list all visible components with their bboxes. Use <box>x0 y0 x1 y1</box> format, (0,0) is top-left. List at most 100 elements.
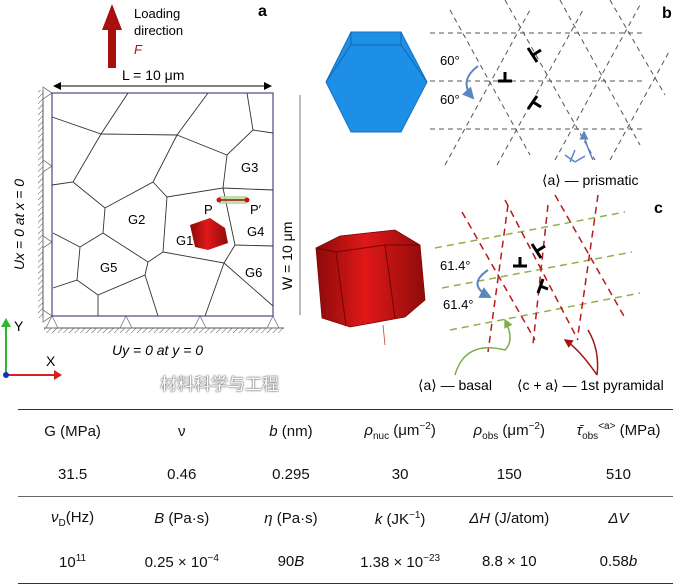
table-header-cell: ρnuc (μm−2) <box>346 421 455 442</box>
grain-label: G5 <box>100 260 117 275</box>
table-value-cell: 510 <box>605 466 631 483</box>
table-header-row: G (MPa) ν b (nm) ρnuc (μm−2) ρobs (μm−2) τ̄ob… <box>18 410 673 453</box>
table-value-cell: 90B <box>236 553 345 570</box>
table-value-cell: 0.295 <box>272 466 310 483</box>
table-value-row: 1011 0.25 × 10−4 90B 1.38 × 10−23 8.8 × 10 0.… <box>18 540 673 583</box>
table-value-cell: 0.25 × 10−4 <box>127 553 236 571</box>
table-header-cell: b (nm) <box>236 423 345 440</box>
symbol: ρ <box>473 422 483 439</box>
value: 0.58 <box>599 553 629 570</box>
table-header-row: νD(Hz) B (Pa·s) η (Pa·s) k (JK−1) ΔH (J/atom… <box>18 496 673 540</box>
pyramidal-arrow-icon <box>565 329 599 376</box>
unit: (JK <box>382 510 409 528</box>
grain-label: G4 <box>247 224 264 239</box>
panel-label-b: b <box>662 5 672 22</box>
unit: (nm) <box>277 423 313 440</box>
subscript: D <box>58 517 66 529</box>
symbol: b <box>269 423 278 440</box>
symbol: τ̄ <box>576 422 583 439</box>
point-p-prime: P′ <box>250 202 262 217</box>
value: 1.38 × 10 <box>360 553 424 571</box>
unit: (μm <box>389 422 420 439</box>
x-axis-label: X <box>46 353 56 369</box>
panel-label-a: a <box>258 3 267 20</box>
table-header-cell: k (JK−1) <box>346 510 455 528</box>
table-value-cell: 1.38 × 10−23 <box>346 553 455 571</box>
symbol: ν <box>51 508 59 526</box>
panel-c: c 61.4° 61.4° ⟨a⟩ — basal ⟨c + a⟩ — 1st … <box>315 194 664 393</box>
unit: (μm <box>498 422 529 439</box>
symbol: ΔH <box>469 510 491 527</box>
grain-label: G1 <box>176 233 193 248</box>
table-value-cell: 8.8 × 10 <box>455 553 564 570</box>
dislocation-symbols <box>498 47 542 110</box>
exponent: −23 <box>423 552 441 564</box>
superscript: −1 <box>408 509 421 521</box>
symbol: k <box>374 510 383 528</box>
symbol: B <box>294 553 305 570</box>
angle-label: 60° <box>440 92 460 107</box>
symbol: B <box>154 510 165 527</box>
parameter-table: G (MPa) ν b (nm) ρnuc (μm−2) ρobs (μm−2) τ̄ob… <box>18 409 673 584</box>
table-header-cell: νD(Hz) <box>18 509 127 529</box>
loading-label-1: Loading <box>134 6 180 21</box>
table-header-cell: ΔH (J/atom) <box>455 510 564 527</box>
bc-y-label: Uy = 0 at y = 0 <box>112 342 203 358</box>
force-label: F <box>134 42 143 57</box>
symbol: ΔV <box>608 510 629 527</box>
superscript: −2 <box>419 421 431 432</box>
table-header-cell: τ̄obs<a> (MPa) <box>564 421 673 442</box>
basal-slip-label: ⟨a⟩ — basal <box>418 377 492 393</box>
table-value-cell: 150 <box>496 466 522 483</box>
table-header-cell: ν <box>127 423 236 440</box>
figure-panels: a Loading direction F L = 10 μm G1 G2 G3… <box>1 0 672 393</box>
exponent: 11 <box>75 552 87 564</box>
specimen-domain <box>51 92 274 317</box>
watermark: 材料科学与工程 <box>160 375 279 394</box>
loading-label-2: direction <box>134 23 183 38</box>
table-header-cell: η (Pa·s) <box>236 510 345 527</box>
value: 10 <box>59 553 76 571</box>
symbol: ρ <box>364 422 373 439</box>
table-value-cell: 0.46 <box>167 466 197 483</box>
symbol: η <box>264 510 273 527</box>
unit-end: ) <box>539 422 545 439</box>
point-p: P <box>204 202 213 217</box>
symbol: G <box>44 423 56 440</box>
table-value-cell: 0.58b <box>564 553 673 570</box>
table-value-cell: 30 <box>391 466 409 483</box>
superscript: <a> <box>598 421 616 432</box>
grain-label: G3 <box>241 160 258 175</box>
unit: (Pa·s) <box>272 510 318 527</box>
table-value-cell: 1011 <box>18 553 127 571</box>
grain-label: G6 <box>245 265 262 280</box>
table-value-cell: 31.5 <box>57 466 88 483</box>
unit-end: ) <box>430 422 436 439</box>
value: 0.25 × 10 <box>144 553 208 571</box>
exponent: −4 <box>207 552 219 564</box>
symbol: ν <box>178 423 186 440</box>
subscript: nuc <box>372 431 390 442</box>
unit: (Pa·s) <box>164 510 210 527</box>
table-header-cell: B (Pa·s) <box>127 510 236 527</box>
width-label: W = 10 μm <box>279 222 295 290</box>
value: 8.8 × 10 <box>481 553 537 570</box>
subscript: obs <box>582 431 599 442</box>
panel-label-c: c <box>654 200 663 217</box>
table-value-row: 31.5 0.46 0.295 30 150 510 <box>18 453 673 496</box>
panel-b: b 60° 60° ⟨a⟩ — prismatic <box>325 0 672 188</box>
length-label: L = 10 μm <box>122 67 184 83</box>
table-header-cell: G (MPa) <box>18 423 127 440</box>
grain-crystal-icon <box>190 218 228 250</box>
superscript: −2 <box>528 421 540 432</box>
y-axis-label: Y <box>14 318 24 334</box>
basal-arrow-icon <box>454 318 513 376</box>
unit: (MPa) <box>615 422 661 439</box>
prismatic-slip-planes <box>430 0 671 166</box>
pyramidal-slip-planes <box>461 194 626 353</box>
angle-label: 61.4° <box>440 258 471 273</box>
unit: (J/atom) <box>490 510 550 527</box>
panel-a: a Loading direction F L = 10 μm G1 G2 G3… <box>1 3 301 380</box>
prismatic-slip-label: ⟨a⟩ — prismatic <box>542 172 639 188</box>
